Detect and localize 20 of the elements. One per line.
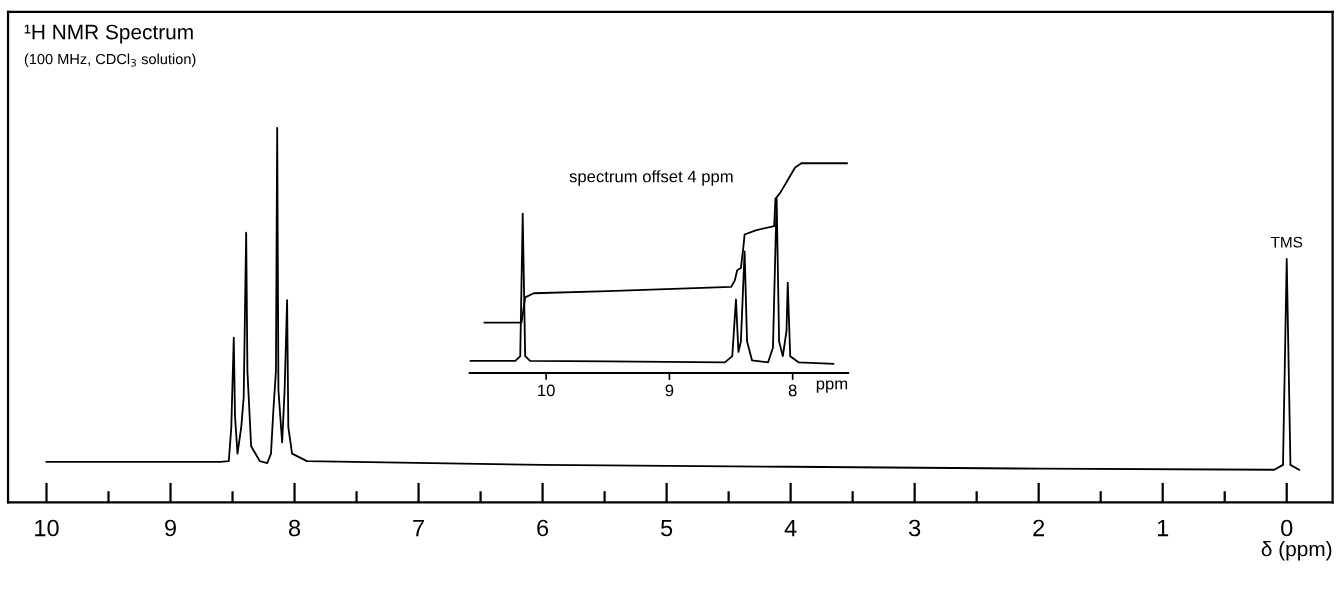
x-tick-label: 1 — [1157, 519, 1169, 537]
x-axis-title: δ (ppm) — [1261, 541, 1332, 561]
x-tick-label: 2 — [1033, 519, 1045, 537]
x-tick-label: 4 — [784, 519, 797, 537]
chart-title: spectrum offset 4 ppm — [569, 170, 733, 186]
x-tick-label: 9 — [165, 519, 176, 537]
x-tick-label: 0 — [1281, 519, 1293, 537]
annotation: TMS — [1270, 236, 1303, 248]
x-axis-title: ppm — [816, 380, 848, 393]
x-tick-label: 6 — [537, 519, 549, 537]
x-tick-label: 10 — [35, 519, 59, 537]
x-tick-label: 8 — [289, 519, 301, 537]
x-tick-label: 3 — [908, 519, 921, 537]
chart-subtitle: (100 MHz, CDCl$_{3}$ solution) — [24, 53, 196, 68]
x-tick-label: 7 — [413, 519, 424, 537]
x-tick-label: 9 — [665, 384, 674, 397]
x-tick-label: 8 — [788, 384, 797, 397]
chart-title: ¹H NMR Spectrum — [24, 24, 193, 44]
x-tick-label: 5 — [660, 519, 673, 537]
x-tick-label: 10 — [538, 384, 555, 397]
